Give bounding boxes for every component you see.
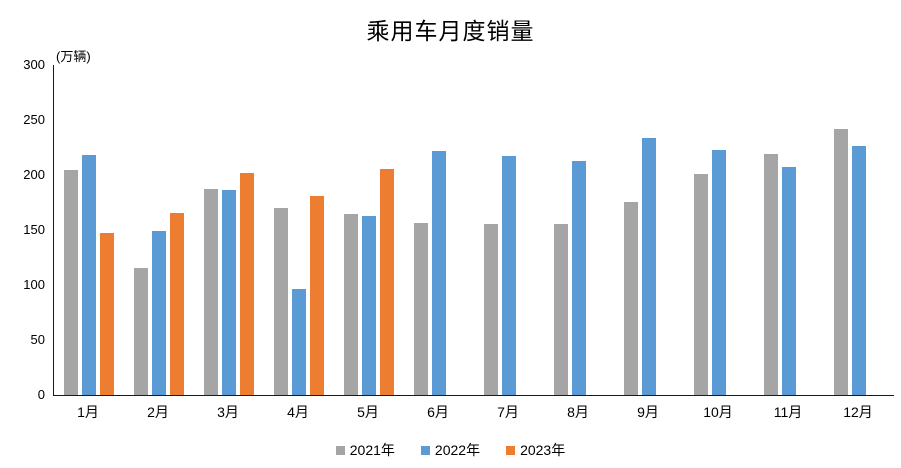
legend-item-2023年: 2023年 [506, 440, 565, 460]
x-axis-label: 3月 [217, 404, 239, 420]
bar [642, 138, 656, 395]
y-axis-tick-label: 100 [23, 277, 45, 292]
y-axis-tick-label: 300 [23, 57, 45, 72]
y-axis-tick-label: 0 [37, 387, 45, 402]
bar [204, 188, 218, 395]
bar-group-2月 [124, 65, 194, 395]
x-axis-label: 12月 [843, 404, 873, 420]
legend-item-2022年: 2022年 [420, 440, 481, 460]
bar [484, 224, 498, 395]
bar [310, 195, 324, 395]
legend: 2021年 2022年 2023年 [0, 440, 901, 460]
bar [64, 170, 78, 395]
x-axis-label: 6月 [427, 404, 449, 420]
bar [782, 166, 796, 395]
x-axis-label: 8月 [567, 404, 589, 420]
y-axis-tick-label: 150 [23, 222, 45, 237]
x-axis-label: 5月 [357, 404, 379, 420]
legend-swatch-icon [335, 445, 345, 455]
bar-group-1月 [54, 65, 124, 395]
bar-group-3月 [194, 65, 264, 395]
bar [274, 207, 288, 395]
bar-group-10月 [684, 65, 754, 395]
legend-label: 2021年 [349, 442, 395, 458]
bar [432, 150, 446, 395]
legend-swatch-icon [420, 445, 430, 455]
bar [100, 233, 114, 395]
bar [380, 169, 394, 395]
bar [554, 224, 568, 395]
x-axis-label: 1月 [77, 404, 99, 420]
chart-title: 乘用车月度销量 [366, 19, 535, 45]
bar-group-4月 [264, 65, 334, 395]
legend-label: 2023年 [520, 442, 566, 458]
y-axis-unit-label: (万辆) [56, 49, 91, 64]
bar [834, 128, 848, 395]
bar-group-12月 [824, 65, 894, 395]
x-axis-label: 9月 [637, 404, 659, 420]
x-axis-label: 10月 [703, 404, 733, 420]
bar-group-8月 [544, 65, 614, 395]
y-axis-tick-label: 200 [23, 167, 45, 182]
bar [292, 288, 306, 395]
bar-group-7月 [474, 65, 544, 395]
y-axis-tick-label: 50 [30, 332, 45, 347]
bar-group-11月 [754, 65, 824, 395]
bar-group-5月 [334, 65, 404, 395]
bar [624, 202, 638, 395]
x-axis-label: 11月 [773, 404, 803, 420]
bar-group-9月 [614, 65, 684, 395]
plot-area [53, 65, 894, 396]
bar [712, 149, 726, 395]
bar [362, 216, 376, 395]
y-axis-tick-label: 250 [23, 112, 45, 127]
bar [414, 222, 428, 395]
bar-group-6月 [404, 65, 474, 395]
legend-label: 2022年 [434, 442, 481, 458]
bar [852, 146, 866, 395]
bar [694, 174, 708, 395]
bar [240, 173, 254, 395]
bar [572, 161, 586, 395]
bar [170, 213, 184, 395]
x-axis-label: 7月 [497, 404, 519, 420]
x-axis-label: 2月 [147, 404, 169, 420]
bar [502, 155, 516, 395]
bar [344, 213, 358, 395]
bar [764, 153, 778, 395]
bar [152, 231, 166, 395]
legend-item-2021年: 2021年 [335, 440, 395, 460]
bars-row [54, 65, 894, 395]
bar [82, 154, 96, 395]
x-axis-label: 4月 [287, 404, 309, 420]
bar [134, 267, 148, 395]
bar [222, 189, 236, 395]
legend-swatch-icon [506, 445, 516, 455]
